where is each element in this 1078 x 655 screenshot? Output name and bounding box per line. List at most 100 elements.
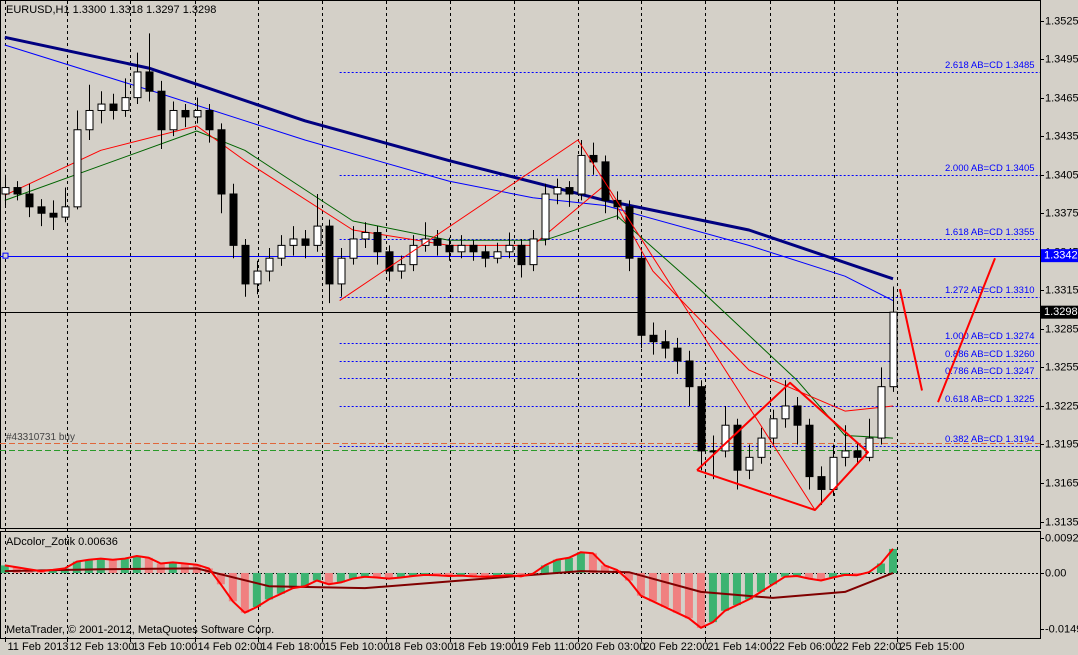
histogram-bar <box>432 572 441 576</box>
candle-body <box>481 251 490 259</box>
histogram-bar <box>120 558 129 573</box>
moving-average <box>4 130 894 439</box>
x-tick-label: 18 Feb 03:00 <box>389 641 454 653</box>
candle-body <box>541 193 550 240</box>
candle-body <box>817 476 826 490</box>
candle-body <box>853 450 862 458</box>
x-tick-label: 13 Feb 10:00 <box>133 641 198 653</box>
histogram-bar <box>648 572 657 602</box>
pattern-line <box>339 139 816 511</box>
histogram-bar <box>384 572 393 579</box>
pattern-line <box>696 381 869 511</box>
candle-body <box>265 257 274 272</box>
fib-label: 0.786 AB=CD 1.3247 <box>945 366 1035 377</box>
histogram-bar <box>252 572 261 607</box>
candle-body <box>181 109 190 118</box>
histogram-bar <box>804 572 813 579</box>
x-tick-label: 20 Feb 03:00 <box>581 641 646 653</box>
price-box <box>1041 249 1078 263</box>
histogram-bar <box>780 572 789 577</box>
ind-y-tick-label: 0.00 <box>1045 567 1066 579</box>
histogram-bar <box>276 572 285 594</box>
candle-body <box>529 238 538 266</box>
candle-body <box>565 187 574 195</box>
candle-body <box>25 193 34 208</box>
histogram-bar <box>132 555 141 573</box>
x-tick-label: 25 Feb 15:00 <box>900 641 965 653</box>
candle-body <box>229 193 238 246</box>
candle-body <box>769 418 778 439</box>
y-tick-label: 1.3135 <box>1045 516 1078 528</box>
histogram-bar <box>660 572 669 607</box>
histogram-bar <box>828 572 837 578</box>
x-tick-label: 18 Feb 19:00 <box>453 641 518 653</box>
candle-body <box>217 129 226 195</box>
y-tick-label: 1.3255 <box>1045 361 1078 373</box>
price-box <box>1041 305 1078 319</box>
candle-body <box>1 187 10 195</box>
candle-body <box>337 257 346 285</box>
price-box-label: 1.3342 <box>1044 250 1078 262</box>
price-line-anchor <box>2 252 9 259</box>
x-tick-label: 11 Feb 2013 <box>8 641 69 653</box>
y-tick-label: 1.3225 <box>1045 400 1078 412</box>
price-box-label: 1.3298 <box>1044 306 1078 318</box>
moving-average <box>4 44 894 302</box>
footer: MetaTrader, © 2001-2012, MetaQuotes Soft… <box>6 624 274 636</box>
y-tick-label: 1.3165 <box>1045 477 1078 489</box>
candle-body <box>97 103 106 111</box>
y-tick-label: 1.3525 <box>1045 15 1078 27</box>
x-tick-label: 20 Feb 22:00 <box>644 641 709 653</box>
x-tick-label: 15 Feb 10:00 <box>325 641 390 653</box>
fib-label: 0.382 AB=CD 1.3194 <box>945 434 1035 445</box>
histogram-bar <box>324 572 333 585</box>
histogram-bar <box>576 552 585 573</box>
candle-body <box>61 206 70 218</box>
histogram-bar <box>0 565 9 573</box>
candle-body <box>37 206 46 214</box>
histogram-bar <box>372 572 381 578</box>
candle-body <box>73 129 82 208</box>
candle-body <box>493 251 502 259</box>
candle-body <box>169 109 178 131</box>
x-tick-label: 14 Feb 18:00 <box>261 641 326 653</box>
candle-body <box>373 232 382 253</box>
histogram-bar <box>312 572 321 581</box>
candle-body <box>829 456 838 490</box>
histogram-bar <box>468 572 477 577</box>
candle-body <box>865 437 874 458</box>
candle-body <box>625 206 634 259</box>
candle-body <box>445 244 454 253</box>
histogram-bar <box>216 572 225 585</box>
candle-body <box>517 244 526 266</box>
candle-body <box>661 341 670 349</box>
histogram-bar <box>288 572 297 589</box>
histogram-bar <box>96 558 105 573</box>
candle-body <box>469 244 478 253</box>
candle-body <box>157 90 166 131</box>
candle-body <box>841 450 850 458</box>
histogram-bar <box>348 572 357 579</box>
y-tick-label: 1.3405 <box>1045 169 1078 181</box>
candle-body <box>805 424 814 478</box>
indicator-line <box>4 548 894 629</box>
fib-label: 0.886 AB=CD 1.3260 <box>945 349 1035 360</box>
histogram-bar <box>504 572 513 576</box>
x-tick-label: 21 Feb 14:00 <box>708 641 773 653</box>
histogram-bar <box>624 572 633 581</box>
y-tick-label: 1.3375 <box>1045 207 1078 219</box>
histogram-bar <box>816 572 825 581</box>
candle-body <box>637 257 646 336</box>
candle-body <box>193 109 202 118</box>
main-panel <box>0 0 1041 529</box>
candle-body <box>697 386 706 452</box>
y-tick-label: 1.3495 <box>1045 53 1078 65</box>
candle-body <box>793 405 802 426</box>
candle-body <box>205 109 214 131</box>
fib-label: 1.272 AB=CD 1.3310 <box>945 285 1035 296</box>
histogram-bar <box>300 572 309 587</box>
histogram-bar <box>492 572 501 576</box>
candle-body <box>781 405 790 420</box>
